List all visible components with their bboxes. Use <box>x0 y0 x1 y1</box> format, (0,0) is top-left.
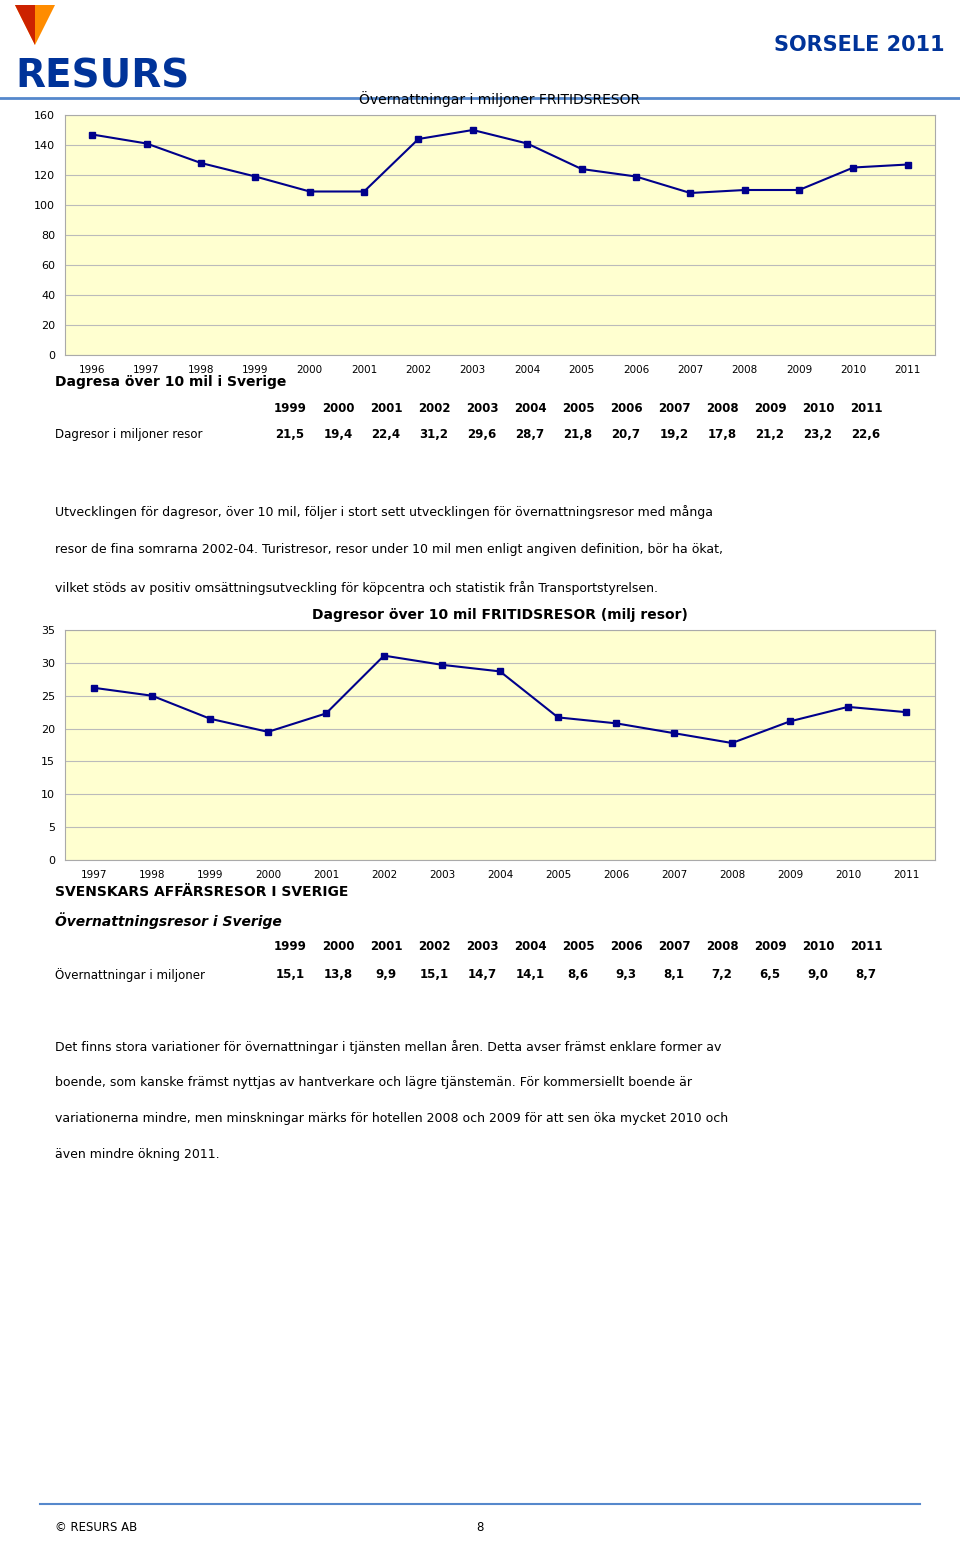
Text: 2003: 2003 <box>466 401 498 415</box>
Text: RESURS: RESURS <box>15 58 189 96</box>
Text: 19,4: 19,4 <box>324 428 352 440</box>
Text: Det finns stora variationer för övernattningar i tjänsten mellan åren. Detta avs: Det finns stora variationer för övernatt… <box>55 1039 721 1053</box>
Text: boende, som kanske främst nyttjas av hantverkare och lägre tjänstemän. För komme: boende, som kanske främst nyttjas av han… <box>55 1077 692 1089</box>
Text: SORSELE 2011: SORSELE 2011 <box>775 34 945 54</box>
Text: 17,8: 17,8 <box>708 428 736 440</box>
Polygon shape <box>15 5 35 45</box>
Text: 29,6: 29,6 <box>468 428 496 440</box>
Text: 21,8: 21,8 <box>564 428 592 440</box>
Text: 15,1: 15,1 <box>276 968 304 980</box>
Text: 2001: 2001 <box>370 940 402 952</box>
Text: 9,9: 9,9 <box>375 968 396 980</box>
Text: Dagresor i miljoner resor: Dagresor i miljoner resor <box>55 428 203 440</box>
Polygon shape <box>15 5 55 45</box>
Text: 2009: 2009 <box>754 401 786 415</box>
Text: 2011: 2011 <box>850 401 882 415</box>
Text: 2009: 2009 <box>754 940 786 952</box>
Text: Dagresa över 10 mil i Sverige: Dagresa över 10 mil i Sverige <box>55 375 286 389</box>
Text: resor de fina somrarna 2002-04. Turistresor, resor under 10 mil men enligt angiv: resor de fina somrarna 2002-04. Turistre… <box>55 543 723 555</box>
Text: 19,2: 19,2 <box>660 428 688 440</box>
Text: 1999: 1999 <box>274 401 306 415</box>
Text: 2001: 2001 <box>370 401 402 415</box>
Text: 2003: 2003 <box>466 940 498 952</box>
Text: 2004: 2004 <box>514 940 546 952</box>
Text: 9,0: 9,0 <box>807 968 828 980</box>
Text: 2006: 2006 <box>610 401 642 415</box>
Title: Övernattningar i miljoner FRITIDSRESOR: Övernattningar i miljoner FRITIDSRESOR <box>359 90 640 107</box>
Text: © RESURS AB: © RESURS AB <box>55 1522 137 1534</box>
Text: Övernattningar i miljoner: Övernattningar i miljoner <box>55 968 205 982</box>
Text: 2005: 2005 <box>562 401 594 415</box>
Text: 14,1: 14,1 <box>516 968 544 980</box>
Text: 2002: 2002 <box>418 940 450 952</box>
Text: 2011: 2011 <box>850 940 882 952</box>
Text: 22,6: 22,6 <box>852 428 880 440</box>
Text: variationerna mindre, men minskningar märks för hotellen 2008 och 2009 för att s: variationerna mindre, men minskningar mä… <box>55 1113 728 1125</box>
Text: 8,1: 8,1 <box>663 968 684 980</box>
Text: 15,1: 15,1 <box>420 968 448 980</box>
Text: 2004: 2004 <box>514 401 546 415</box>
Text: 2002: 2002 <box>418 401 450 415</box>
Text: 9,3: 9,3 <box>615 968 636 980</box>
Text: 21,5: 21,5 <box>276 428 304 440</box>
Text: 2008: 2008 <box>706 401 738 415</box>
Text: 2007: 2007 <box>658 940 690 952</box>
Text: 7,2: 7,2 <box>711 968 732 980</box>
Text: SVENSKARS AFFÄRSRESOR I SVERIGE: SVENSKARS AFFÄRSRESOR I SVERIGE <box>55 885 348 899</box>
Text: 2007: 2007 <box>658 401 690 415</box>
Text: Övernattningsresor i Sverige: Övernattningsresor i Sverige <box>55 912 281 929</box>
Text: 2008: 2008 <box>706 940 738 952</box>
Text: 2006: 2006 <box>610 940 642 952</box>
Text: 13,8: 13,8 <box>324 968 352 980</box>
Text: Utvecklingen för dagresor, över 10 mil, följer i stort sett utvecklingen för öve: Utvecklingen för dagresor, över 10 mil, … <box>55 506 713 520</box>
Title: Dagresor över 10 mil FRITIDSRESOR (milj resor): Dagresor över 10 mil FRITIDSRESOR (milj … <box>312 608 688 622</box>
Text: 21,2: 21,2 <box>756 428 784 440</box>
Text: 20,7: 20,7 <box>612 428 640 440</box>
Text: 23,2: 23,2 <box>804 428 832 440</box>
Text: 28,7: 28,7 <box>516 428 544 440</box>
Text: 2010: 2010 <box>802 401 834 415</box>
Text: 8,7: 8,7 <box>855 968 876 980</box>
Text: 31,2: 31,2 <box>420 428 448 440</box>
Text: 2000: 2000 <box>322 940 354 952</box>
Text: 22,4: 22,4 <box>372 428 400 440</box>
Text: 1999: 1999 <box>274 940 306 952</box>
Text: 2000: 2000 <box>322 401 354 415</box>
Text: 8: 8 <box>476 1522 484 1534</box>
Text: 8,6: 8,6 <box>567 968 588 980</box>
Text: 2005: 2005 <box>562 940 594 952</box>
Text: 14,7: 14,7 <box>468 968 496 980</box>
Text: 2010: 2010 <box>802 940 834 952</box>
Text: även mindre ökning 2011.: även mindre ökning 2011. <box>55 1148 220 1161</box>
Text: vilket stöds av positiv omsättningsutveckling för köpcentra och statistik från T: vilket stöds av positiv omsättningsutvec… <box>55 580 658 594</box>
Text: 6,5: 6,5 <box>759 968 780 980</box>
